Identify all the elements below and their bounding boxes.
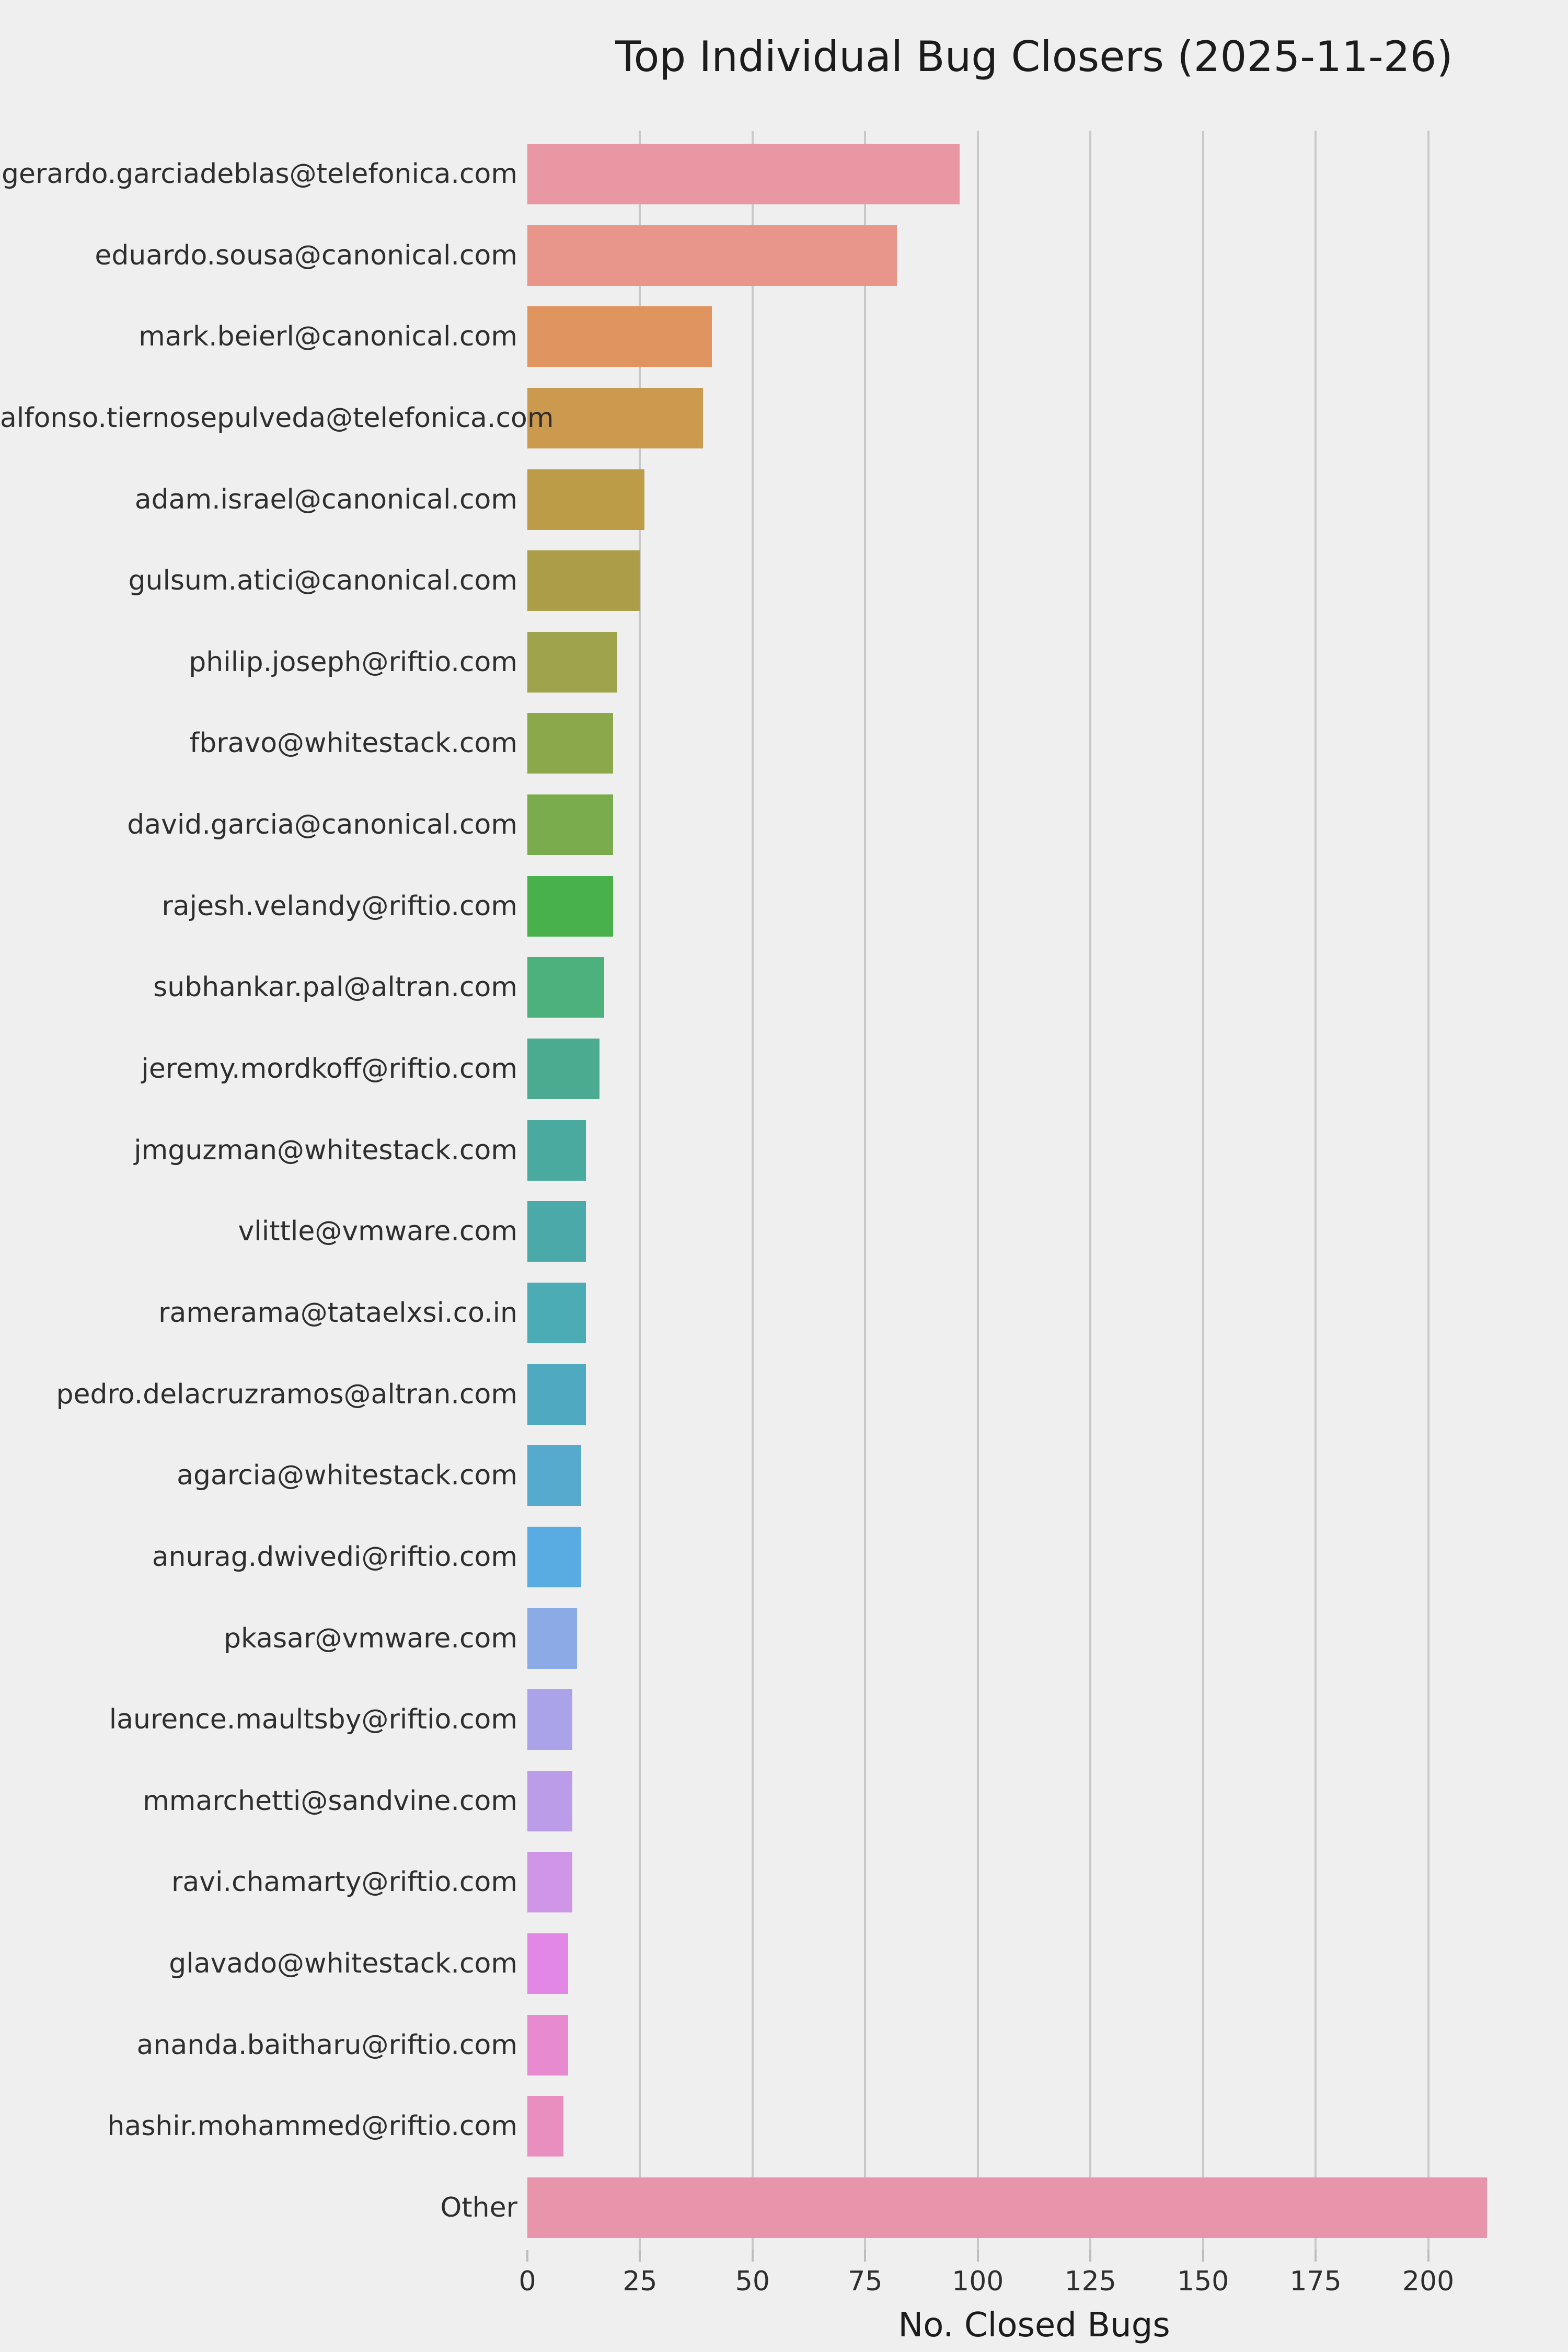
bar [527, 1689, 573, 1750]
gridline [976, 131, 979, 2250]
gridline [1202, 131, 1204, 2250]
gridline [864, 131, 867, 2250]
bar [527, 387, 704, 448]
bar [527, 1039, 599, 1100]
x-tick-label: 0 [518, 2266, 536, 2297]
category-label: david.garcia@canonical.com [127, 809, 517, 841]
x-tick-label: 50 [735, 2266, 770, 2297]
gridline [1089, 131, 1092, 2250]
category-label: jmguzman@whitestack.com [134, 1134, 517, 1166]
category-label: glavado@whitestack.com [169, 1948, 517, 1980]
bar [527, 1770, 573, 1831]
category-label: ravi.chamarty@riftio.com [171, 1866, 517, 1898]
bar [527, 631, 618, 693]
x-tick-label: 175 [1289, 2266, 1342, 2297]
x-tick-mark [639, 2250, 641, 2262]
bar [527, 2014, 568, 2076]
bar [527, 2177, 1487, 2238]
category-label: anurag.dwivedi@riftio.com [152, 1541, 517, 1573]
category-label: gerardo.garciadeblas@telefonica.com [2, 158, 517, 190]
x-tick-mark [1427, 2250, 1429, 2262]
gridline [639, 131, 641, 2250]
category-label: adam.israel@canonical.com [134, 483, 517, 515]
x-tick-label: 200 [1402, 2266, 1455, 2297]
category-label: mmarchetti@sandvine.com [143, 1785, 517, 1817]
category-label: agarcia@whitestack.com [177, 1460, 517, 1492]
bar [527, 1526, 582, 1587]
x-tick-mark [1202, 2250, 1204, 2262]
bar [527, 306, 712, 367]
category-label: eduardo.sousa@canonical.com [95, 239, 517, 271]
gridline [1427, 131, 1429, 2250]
chart-title: Top Individual Bug Closers (2025-11-26) [615, 32, 1453, 81]
x-tick-mark [526, 2250, 528, 2262]
category-label: vlittle@vmware.com [238, 1216, 517, 1248]
x-tick-mark [1089, 2250, 1092, 2262]
category-label: mark.beierl@canonical.com [139, 321, 517, 353]
category-label: fbravo@whitestack.com [189, 728, 517, 759]
category-label: subhankar.pal@altran.com [153, 972, 517, 1004]
bar [527, 1201, 586, 1262]
bar [527, 469, 645, 530]
x-tick-mark [1315, 2250, 1317, 2262]
bar [527, 1282, 586, 1343]
x-tick-label: 125 [1064, 2266, 1116, 2297]
x-tick-mark [976, 2250, 979, 2262]
category-label: alfonso.tiernosepulveda@telefonica.com [0, 402, 554, 434]
bar [527, 225, 897, 286]
bar [527, 713, 613, 774]
category-label: ramerama@tataelxsi.co.in [158, 1297, 517, 1329]
bar [527, 1445, 582, 1506]
x-tick-label: 75 [848, 2266, 883, 2297]
x-tick-label: 150 [1177, 2266, 1229, 2297]
plot-area [527, 131, 1541, 2250]
bar [527, 875, 613, 937]
x-tick-label: 25 [622, 2266, 658, 2297]
bar [527, 1933, 568, 1994]
category-label: ananda.baitharu@riftio.com [136, 2029, 517, 2061]
bar [527, 2096, 563, 2157]
gridline [1315, 131, 1317, 2250]
category-label: laurence.maultsby@riftio.com [109, 1704, 517, 1736]
x-tick-mark [751, 2250, 754, 2262]
bar [527, 550, 640, 612]
x-axis-label: No. Closed Bugs [898, 2306, 1170, 2345]
category-label: hashir.mohammed@riftio.com [107, 2111, 517, 2142]
gridline [751, 131, 754, 2250]
category-label: pkasar@vmware.com [223, 1622, 517, 1654]
category-label: jeremy.mordkoff@riftio.com [141, 1053, 517, 1085]
bar [527, 794, 613, 856]
bar [527, 1364, 586, 1425]
category-label: pedro.delacruzramos@altran.com [56, 1378, 517, 1410]
category-label: gulsum.atici@canonical.com [128, 565, 517, 597]
bar [527, 144, 960, 204]
category-label: philip.joseph@riftio.com [189, 646, 517, 678]
bar [527, 957, 604, 1018]
category-label: Other [440, 2192, 517, 2223]
bar [527, 1608, 577, 1669]
bar [527, 1120, 586, 1181]
bar [527, 1852, 573, 1913]
category-label: rajesh.velandy@riftio.com [162, 890, 517, 922]
x-tick-mark [864, 2250, 867, 2262]
x-tick-label: 100 [952, 2266, 1004, 2297]
